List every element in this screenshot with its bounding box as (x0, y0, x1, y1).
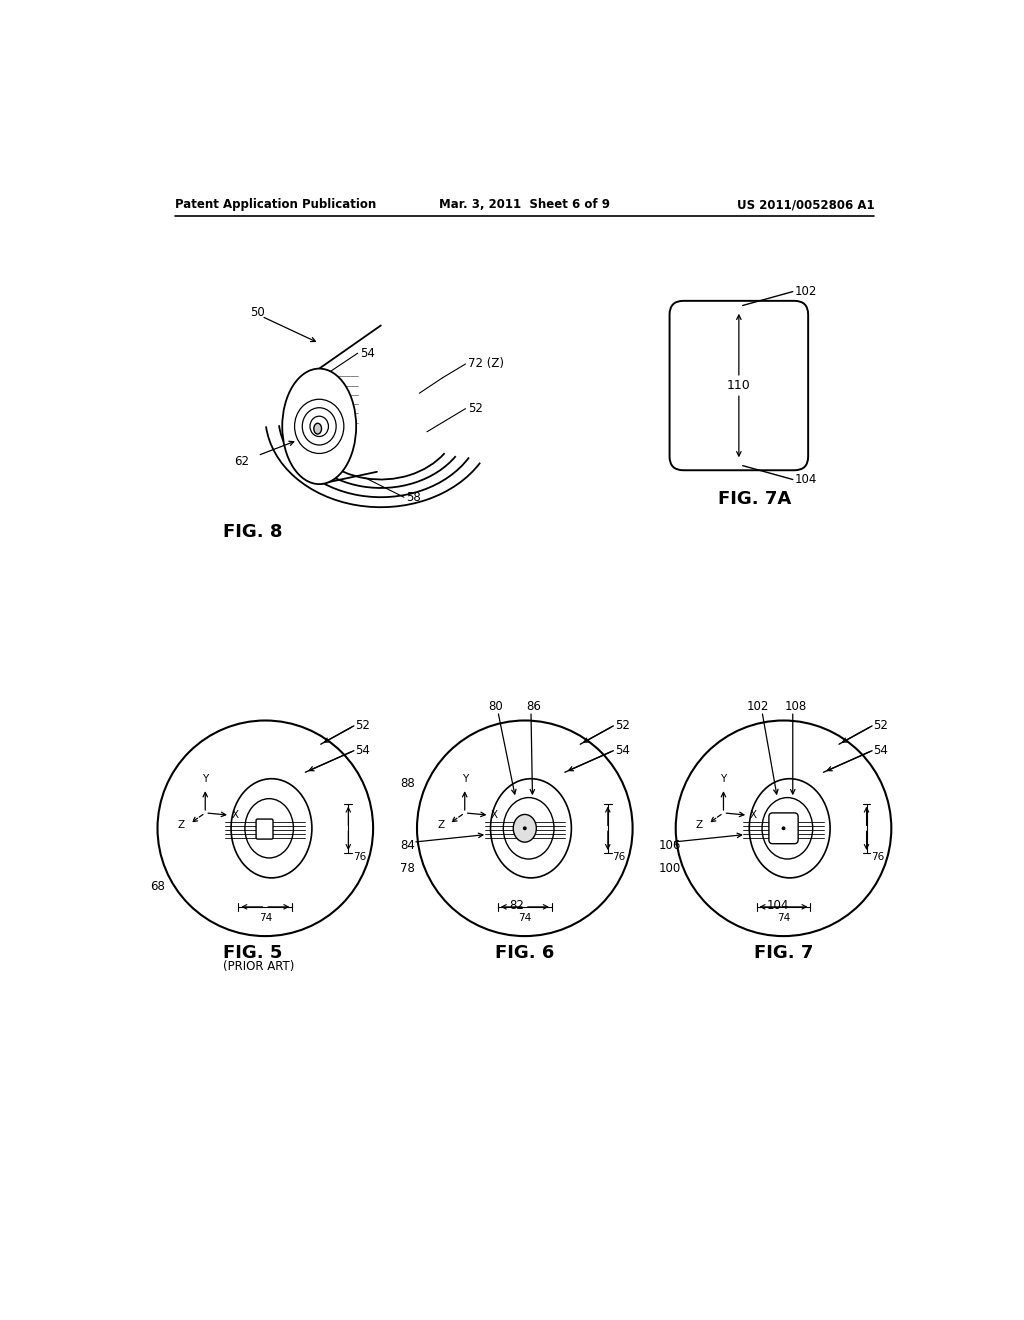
Text: 52: 52 (355, 719, 371, 733)
Text: Z: Z (437, 820, 444, 830)
Text: 102: 102 (795, 285, 817, 298)
Ellipse shape (513, 814, 537, 842)
Text: 58: 58 (407, 491, 421, 504)
Text: Z: Z (177, 820, 184, 830)
Text: Mar. 3, 2011  Sheet 6 of 9: Mar. 3, 2011 Sheet 6 of 9 (439, 198, 610, 211)
Text: 72 (Z): 72 (Z) (468, 358, 504, 371)
Text: 50: 50 (250, 306, 264, 319)
Text: 76: 76 (353, 851, 367, 862)
Circle shape (781, 826, 785, 830)
Text: 52: 52 (468, 403, 482, 416)
FancyBboxPatch shape (256, 818, 273, 840)
Text: 110: 110 (773, 817, 792, 828)
Text: 54: 54 (355, 744, 371, 758)
Circle shape (523, 826, 526, 830)
Text: 82: 82 (510, 899, 524, 912)
Text: 102: 102 (746, 700, 769, 713)
Text: 86: 86 (526, 700, 542, 713)
Text: 74: 74 (259, 913, 272, 923)
Text: X: X (490, 810, 498, 820)
Text: 68: 68 (150, 879, 165, 892)
Text: 76: 76 (871, 851, 885, 862)
Text: Patent Application Publication: Patent Application Publication (175, 198, 377, 211)
FancyBboxPatch shape (769, 813, 798, 843)
Text: Y: Y (202, 775, 208, 784)
Ellipse shape (283, 368, 356, 484)
Text: FIG. 5: FIG. 5 (223, 944, 283, 962)
Text: 54: 54 (360, 347, 375, 360)
Text: US 2011/0052806 A1: US 2011/0052806 A1 (736, 198, 874, 211)
Text: FIG. 6: FIG. 6 (496, 944, 554, 962)
Text: FIG. 7A: FIG. 7A (718, 490, 791, 508)
Text: 88: 88 (400, 777, 415, 791)
Text: 54: 54 (614, 744, 630, 758)
Text: 52: 52 (873, 719, 889, 733)
Text: Y: Y (462, 775, 468, 784)
Text: 80: 80 (487, 700, 503, 713)
Text: X: X (750, 810, 757, 820)
Text: 74: 74 (518, 913, 531, 923)
Text: Y: Y (720, 775, 727, 784)
Text: FIG. 7: FIG. 7 (754, 944, 813, 962)
Text: FIG. 8: FIG. 8 (223, 523, 283, 541)
Text: 104: 104 (766, 899, 788, 912)
Text: 76: 76 (612, 851, 626, 862)
Text: 78: 78 (400, 862, 415, 875)
Text: 106: 106 (658, 838, 681, 851)
Text: 110: 110 (727, 379, 751, 392)
Text: 84: 84 (400, 838, 415, 851)
Text: (PRIOR ART): (PRIOR ART) (223, 961, 294, 973)
Text: 108: 108 (785, 700, 807, 713)
Text: 100: 100 (658, 862, 681, 875)
Text: 52: 52 (614, 719, 630, 733)
Text: X: X (231, 810, 239, 820)
Text: Z: Z (695, 820, 702, 830)
Text: 74: 74 (777, 913, 791, 923)
Text: 104: 104 (795, 473, 817, 486)
Text: 54: 54 (873, 744, 889, 758)
Text: 62: 62 (234, 454, 250, 467)
Ellipse shape (313, 424, 322, 434)
